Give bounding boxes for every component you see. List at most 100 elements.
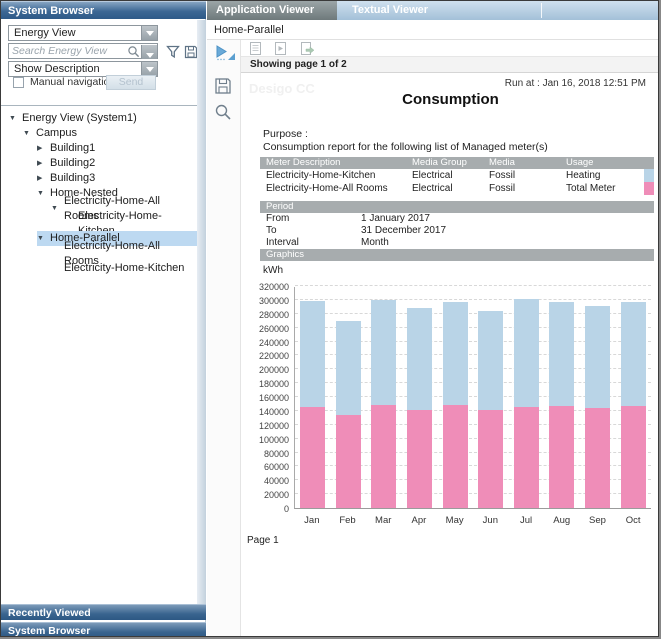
tab-application-viewer[interactable]: Application Viewer [207,1,337,20]
chevron-down-icon[interactable] [141,62,157,76]
tree-item-inner: ▶ Building1 [37,141,197,156]
tree-item-label: Electricity-Home-All Rooms [64,194,160,222]
tree-item-inner: ▼ Home-Nested [37,186,197,201]
save-report-icon[interactable] [214,77,232,100]
document-icon[interactable] [250,42,261,60]
tree-item-home-nested[interactable]: ▼ Home-Nested [1,186,197,201]
chart-gridline [295,354,651,356]
chevron-collapsed-icon[interactable]: ▶ [37,175,43,182]
bar-group-sep [580,287,616,508]
period-label: From [266,213,290,224]
x-axis-tick-label: Feb [339,515,356,526]
meter-table-row: Electricity-Home-All Rooms Electrical Foss… [260,182,654,195]
tree-item-label: Building3 [50,172,96,184]
send-button[interactable]: Send [106,75,156,90]
chart-gridline [295,409,651,411]
period-label: Interval [266,237,299,248]
tree-item-inner: Electricity-Home-Kitchen [51,261,197,276]
y-axis-tick-label: 100000 [258,434,289,445]
bar-group-oct [615,287,651,508]
chevron-expanded-icon[interactable]: ▼ [37,190,44,197]
y-axis-tick-label: 300000 [258,295,289,306]
y-axis-tick-label: 280000 [258,309,289,320]
x-axis-tick-label: Jan [304,515,320,526]
selected-node-label: Home-Parallel [207,20,658,40]
system-browser-header: System Browser [1,1,206,19]
bar-segment-jul-all-rooms [513,406,539,508]
export-icon[interactable] [300,42,315,60]
y-axis-tick-label: 240000 [258,337,289,348]
period-value: 31 December 2017 [361,225,447,236]
tree-item-building1[interactable]: ▶ Building1 [1,141,197,156]
period-row: Interval Month [260,237,654,249]
tree-item-label: Electricity-Home-All Rooms [64,239,160,267]
chart-gridline [295,382,651,384]
filter-icon[interactable] [166,45,180,64]
y-axis-tick-label: 120000 [258,420,289,431]
meter-table-header: Meter Description Media Group Media Usage [260,157,654,169]
search-dropdown-chevron-icon[interactable] [141,45,157,59]
chevron-expanded-icon[interactable]: ▼ [37,235,44,242]
bar-segment-jan-all-rooms [300,406,326,508]
search-input[interactable] [12,44,124,58]
purpose-label: Purpose : [263,128,308,140]
run-report-icon[interactable] [214,44,236,67]
tree-item-electricity-home-kitchen[interactable]: Electricity-Home-Kitchen [1,261,197,276]
y-axis-tick-label: 180000 [258,379,289,390]
y-axis-tick-label: 200000 [258,365,289,376]
chart-gridline [295,451,651,453]
report-page: Desigo CC Run at : Jan 16, 2018 12:51 PM… [241,73,658,636]
chevron-collapsed-icon[interactable]: ▶ [37,160,43,167]
chart-gridline [295,479,651,481]
report-title: Consumption [402,91,499,108]
panel-splitter[interactable] [197,20,206,604]
search-icon[interactable] [127,45,140,63]
bar-segment-mar-all-rooms [371,405,397,508]
tree-item-inner: ▼ Campus [23,126,197,141]
tree-item-building2[interactable]: ▶ Building2 [1,156,197,171]
bar-group-may [437,287,473,508]
zoom-icon[interactable] [214,103,232,126]
save-filter-icon[interactable] [184,45,198,64]
tree-item-home-parallel[interactable]: ▼ Home-Parallel [1,231,197,246]
usage-color-swatch [644,169,654,182]
tree-item-electricity-home-all-rooms[interactable]: Electricity-Home-All Rooms [1,240,197,267]
tree-item-energy-view-system1-[interactable]: ▼ Energy View (System1) [1,111,197,126]
tree-item-campus[interactable]: ▼ Campus [1,126,197,141]
run-timestamp: Run at : Jan 16, 2018 12:51 PM [504,78,646,89]
purpose-text: Consumption report for the following lis… [263,141,548,153]
search-box[interactable] [8,43,158,59]
application-viewer-body: Showing page 1 of 2 Desigo CC Run at : J… [207,40,658,636]
system-browser-bar[interactable]: System Browser [1,622,206,636]
chart-unit-label: kWh [263,265,283,276]
meter-column-header: Media [489,157,515,168]
tree-item-inner: ▼ Home-Parallel [37,231,197,246]
chart-gridline [295,312,651,314]
chevron-expanded-icon[interactable]: ▼ [9,115,16,122]
tree-item-building3[interactable]: ▶ Building3 [1,171,197,186]
tree-item-inner: Electricity-Home-Kitchen [65,210,197,237]
y-axis-tick-label: 160000 [258,393,289,403]
chevron-down-icon[interactable] [141,26,157,40]
chevron-expanded-icon[interactable]: ▼ [51,205,58,212]
period-row: From 1 January 2017 [260,213,654,225]
tree-item-electricity-home-all-rooms[interactable]: ▼ Electricity-Home-All Rooms [1,195,197,222]
tree-item-electricity-home-kitchen[interactable]: Electricity-Home-Kitchen [1,210,197,237]
manual-navigation-checkbox[interactable] [13,77,24,88]
tab-textual-viewer[interactable]: Textual Viewer [352,4,429,16]
tree-item-inner: Electricity-Home-All Rooms [51,240,197,267]
chart-gridline [295,423,651,425]
chevron-collapsed-icon[interactable]: ▶ [37,145,43,152]
bar-stack-mar [366,287,402,508]
bar-segment-jun-all-rooms [478,410,504,508]
bar-group-feb [331,287,367,508]
bar-group-mar [366,287,402,508]
view-selector-combobox[interactable]: Energy View [8,25,158,41]
x-axis-tick-label: Jun [482,515,498,526]
chevron-expanded-icon[interactable]: ▼ [23,130,30,137]
recently-viewed-bar[interactable]: Recently Viewed [1,604,206,620]
description-selector-combobox[interactable]: Show Description [8,61,158,77]
print-icon[interactable] [275,42,287,60]
bar-stack-apr [402,287,438,508]
meter-table: Meter Description Media Group Media Usage E… [260,157,654,195]
